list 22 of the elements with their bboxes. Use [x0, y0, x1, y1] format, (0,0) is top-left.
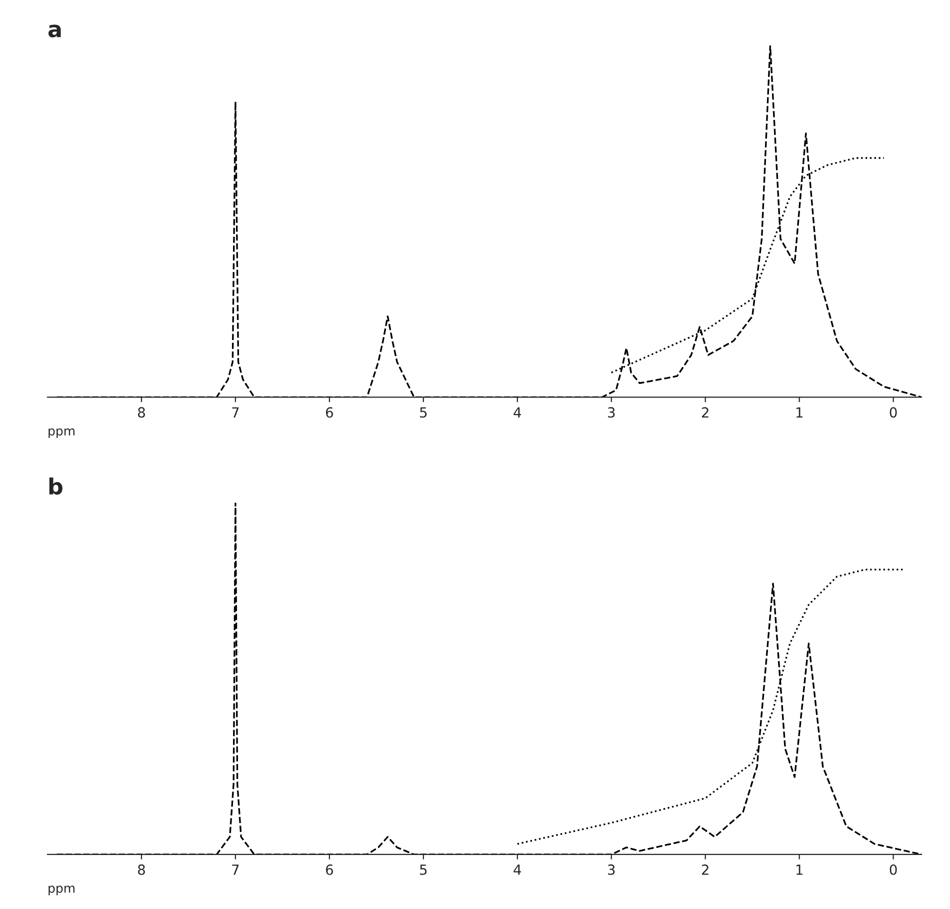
- x-tick-label: 7: [232, 407, 239, 418]
- x-tick-label: 0: [890, 407, 897, 418]
- x-tick-label: 4: [514, 864, 522, 875]
- x-tick-label: 8: [138, 864, 145, 875]
- x-axis-title: ppm: [48, 886, 74, 896]
- x-axis-title: ppm: [48, 428, 74, 438]
- x-tick-label: 7: [232, 864, 239, 875]
- x-tick-label: 3: [608, 864, 615, 875]
- x-tick-label: 5: [420, 864, 427, 875]
- x-tick-label: 3: [608, 407, 615, 418]
- x-tick-label: 4: [514, 407, 522, 418]
- chart-title: b: [49, 478, 62, 495]
- x-tick-label: 6: [326, 864, 333, 875]
- x-tick-label: 1: [796, 864, 802, 875]
- x-tick-label: 0: [890, 864, 897, 875]
- x-tick-label: 2: [702, 864, 708, 875]
- x-tick-label: 8: [138, 407, 145, 418]
- x-tick-label: 2: [702, 407, 708, 418]
- chart-title: a: [48, 24, 61, 38]
- x-tick-label: 5: [420, 407, 427, 418]
- x-tick-label: 6: [326, 407, 333, 418]
- x-tick-label: 1: [796, 407, 802, 418]
